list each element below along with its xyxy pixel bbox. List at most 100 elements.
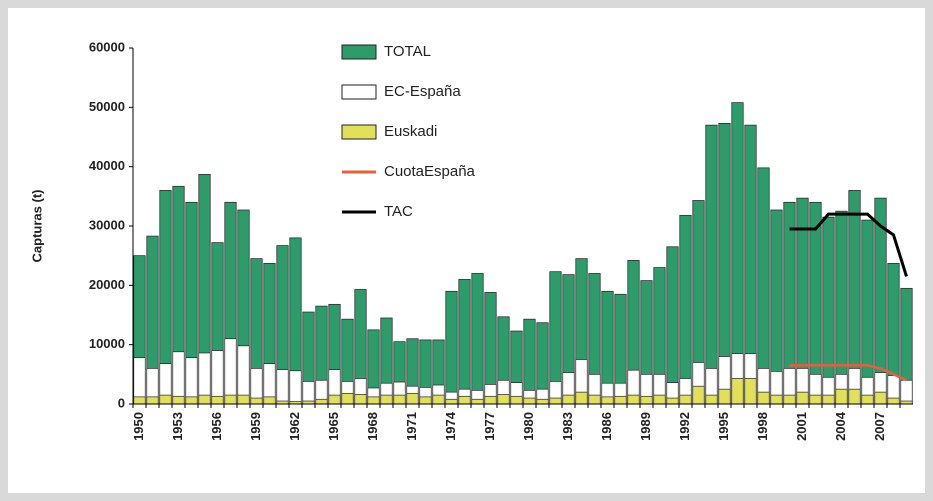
bar [874,391,887,405]
bar [315,398,328,405]
bar [744,378,757,405]
bar [835,388,848,405]
x-tick-label: 1974 [443,411,458,441]
bar [211,395,224,405]
bar [484,395,497,405]
x-tick-label: 1995 [716,412,731,441]
bar [705,394,718,405]
bar [406,392,419,405]
bar [471,273,484,405]
x-tick-label: 1950 [131,412,146,441]
legend-label: CuotaEspaña [384,163,476,180]
y-tick-label: 10000 [89,336,125,351]
x-tick-label: 1971 [404,412,419,441]
bar [393,394,406,405]
bar [887,397,900,405]
bar [679,394,692,405]
bar [627,394,640,405]
x-tick-label: 1962 [287,412,302,441]
bar [900,379,913,405]
bar [861,394,874,405]
bar [341,392,354,405]
x-tick-label: 2007 [872,412,887,441]
legend-label: EC-España [384,83,461,100]
line [789,212,908,277]
bar [237,394,250,405]
y-tick-label: 30000 [89,217,125,232]
bar [653,394,666,405]
bar [809,201,822,405]
bar [523,397,536,405]
legend-swatch [341,124,377,140]
y-tick-label: 60000 [89,39,125,54]
bar [224,394,237,405]
y-tick-label: 0 [118,395,125,410]
bar [809,394,822,405]
bar [471,398,484,405]
bar [250,397,263,405]
bar [666,397,679,405]
bar [731,378,744,405]
bar [289,370,302,405]
bar [419,396,432,405]
y-tick-label: 40000 [89,158,125,173]
bar [705,124,718,405]
bar [458,279,471,405]
x-tick-label: 2004 [833,411,848,441]
bar [783,394,796,405]
x-tick-label: 1959 [248,412,263,441]
bar [562,394,575,405]
x-tick-label: 1956 [209,412,224,441]
bar [549,397,562,405]
bar [159,394,172,405]
bar [263,396,276,405]
x-tick-label: 1989 [638,412,653,441]
line [789,364,908,382]
legend-label: TAC [384,203,413,220]
bar [133,396,146,405]
bar [822,394,835,405]
x-tick-label: 2001 [794,412,809,441]
x-tick-label: 1953 [170,412,185,441]
bar [588,394,601,405]
legend-swatch [341,84,377,100]
y-tick-label: 50000 [89,99,125,114]
bar [848,388,861,405]
bar [861,219,874,405]
bar [601,396,614,405]
bar [679,214,692,405]
bar [757,391,770,405]
x-tick-label: 1977 [482,412,497,441]
y-axis-label: Capturas (t) [29,190,44,263]
x-tick-label: 1968 [365,412,380,441]
bar [445,398,458,405]
bar [692,385,705,405]
bar [445,290,458,405]
bar [224,338,237,405]
bar [536,398,549,405]
legend-swatch [341,44,377,60]
bar [354,394,367,405]
bar [185,396,198,405]
x-tick-label: 1983 [560,412,575,441]
x-tick-label: 1965 [326,412,341,441]
bar [328,394,341,405]
x-tick-label: 1980 [521,412,536,441]
bar [575,391,588,405]
bar [822,216,835,405]
bar [510,395,523,405]
bar [367,396,380,405]
x-tick-label: 1998 [755,412,770,441]
bar [614,395,627,405]
bar [198,394,211,405]
bar [146,396,159,405]
bar [302,381,315,405]
bar [666,246,679,405]
bar [640,395,653,405]
legend-label: TOTAL [384,43,431,60]
bar [497,394,510,405]
bar [458,395,471,405]
bar [796,391,809,405]
